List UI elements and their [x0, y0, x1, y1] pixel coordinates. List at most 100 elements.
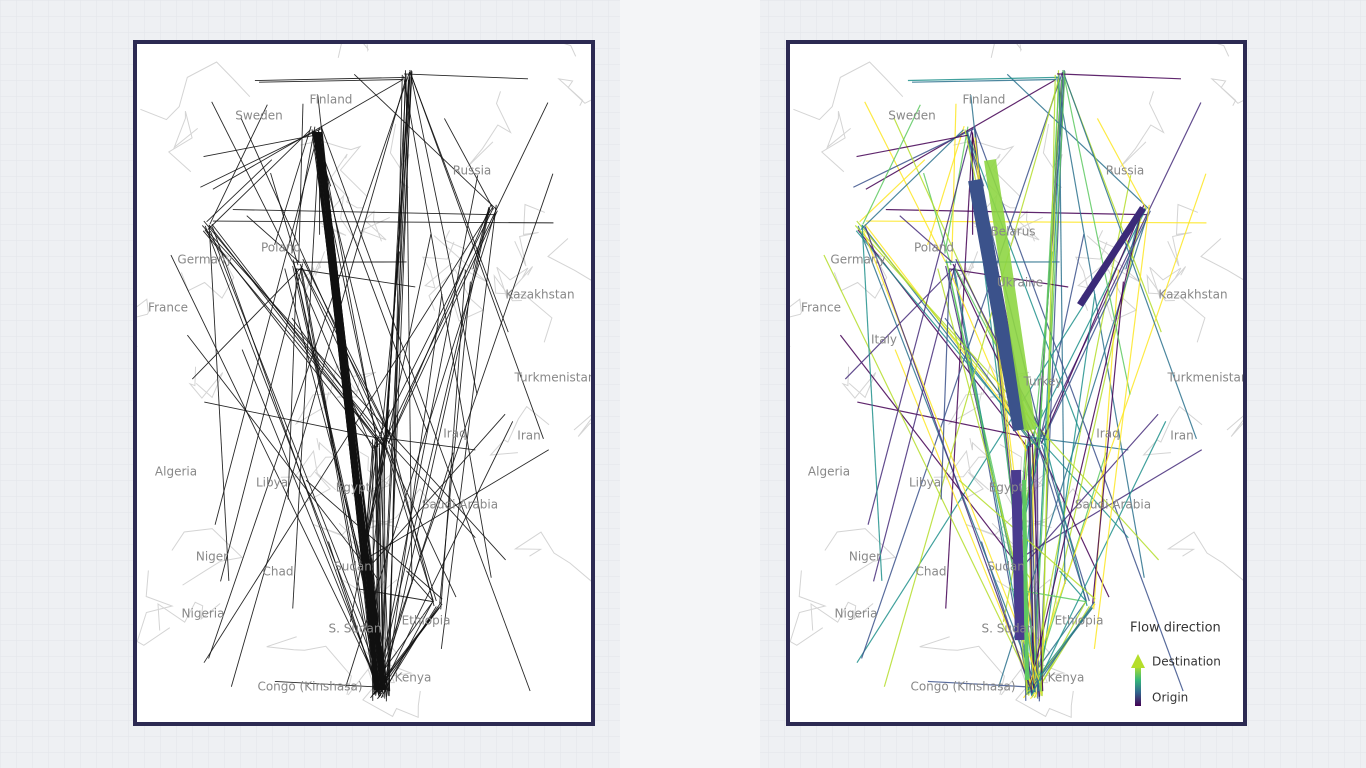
border	[266, 636, 352, 695]
flow-line	[1093, 204, 1150, 649]
flow-line	[375, 173, 554, 687]
flow-line	[320, 131, 387, 691]
country-label: Ethiopia	[402, 614, 451, 628]
flow-line	[861, 224, 883, 581]
flow-line	[404, 73, 528, 80]
flow-line	[1030, 207, 1143, 685]
flow-line	[862, 230, 1041, 683]
flow-line	[927, 680, 1035, 688]
flow-line	[380, 601, 442, 690]
flow-line	[937, 268, 1015, 560]
flow-line	[1037, 77, 1063, 447]
border	[493, 273, 553, 343]
flow-line	[1027, 446, 1035, 689]
flow-line	[220, 263, 304, 582]
border	[296, 251, 326, 291]
flow-line	[284, 268, 362, 560]
border	[810, 601, 874, 631]
border	[513, 531, 591, 582]
country-label: Algeria	[808, 465, 850, 479]
border	[337, 44, 369, 58]
flow-line	[353, 74, 498, 211]
country-label: Russia	[453, 164, 492, 178]
flow-line	[211, 226, 380, 694]
border	[790, 298, 802, 348]
flow-line	[406, 570, 435, 603]
flow-line	[1031, 443, 1044, 692]
flow-line	[1028, 175, 1132, 696]
flow-line	[319, 131, 378, 691]
flow-line	[844, 265, 956, 380]
flow-line	[861, 71, 1064, 659]
flow-line	[862, 104, 921, 225]
border	[841, 366, 877, 399]
flow-line	[380, 251, 401, 443]
border	[949, 251, 979, 291]
border	[167, 110, 198, 173]
flow-line	[1038, 606, 1090, 688]
flow-line	[1040, 203, 1145, 444]
border	[790, 570, 827, 646]
flow-line	[1041, 74, 1056, 697]
flow-line	[385, 293, 443, 692]
country-label: Sweden	[235, 109, 282, 123]
flow-line	[872, 263, 957, 582]
flow-line	[823, 254, 1035, 689]
flow-line	[1036, 208, 1144, 685]
border	[1167, 203, 1199, 267]
flow-line	[206, 159, 273, 223]
flow-line	[259, 79, 404, 83]
flow-line	[856, 134, 969, 158]
flow-line	[274, 126, 312, 246]
flow-line	[951, 103, 957, 263]
country-label: Nigeria	[182, 607, 225, 621]
country-label: Chad	[263, 565, 294, 579]
flow-line	[191, 266, 303, 380]
flow-line	[439, 281, 471, 604]
border	[1210, 78, 1243, 106]
border	[514, 203, 546, 267]
flow-line	[945, 134, 974, 609]
country-label: Nigeria	[835, 607, 878, 621]
flow-line	[922, 172, 952, 266]
country-label: Poland	[261, 241, 301, 255]
country-label: Iraq	[1096, 427, 1119, 441]
flow-line	[927, 125, 965, 246]
country-label: Congo (Kinshasa)	[257, 680, 362, 694]
flow-line	[377, 692, 383, 700]
flow-line	[383, 208, 491, 685]
gap	[620, 0, 760, 768]
flow-line	[291, 317, 386, 448]
country-label: Germany	[830, 253, 885, 267]
border	[467, 91, 512, 168]
flow-line	[444, 118, 494, 210]
map-panel-right: Finland Sweden Russia Poland Germany France Ka…	[790, 44, 1243, 722]
country-label: Egypt	[989, 481, 1024, 495]
flow-line	[440, 204, 497, 649]
flow-line	[1037, 293, 1096, 692]
country-label: Libya	[909, 476, 941, 490]
flow-line	[170, 254, 382, 689]
flow-band	[968, 178, 1027, 432]
flow-line	[1032, 421, 1167, 693]
flow-line	[292, 262, 374, 452]
country-label: Niger	[196, 550, 228, 564]
flow-line	[321, 128, 531, 692]
border	[329, 153, 364, 209]
border	[140, 61, 251, 121]
flow-line	[940, 268, 951, 500]
legend-arrow	[1131, 654, 1145, 668]
country-label: Chad	[916, 565, 947, 579]
flow-line	[209, 104, 268, 225]
flow-line	[209, 230, 388, 683]
map-panel-left: Finland Sweden Russia Poland Germany France Ka…	[137, 44, 591, 722]
flow-line	[912, 78, 1057, 83]
legend-origin: Origin	[1152, 691, 1188, 705]
country-label: Belarus	[990, 225, 1035, 239]
flow-line	[372, 413, 506, 564]
flow-line	[387, 203, 492, 444]
flow-line	[1063, 73, 1198, 440]
frame	[786, 40, 1247, 726]
country-label: Sweden	[888, 109, 935, 123]
flow-line	[867, 127, 974, 525]
